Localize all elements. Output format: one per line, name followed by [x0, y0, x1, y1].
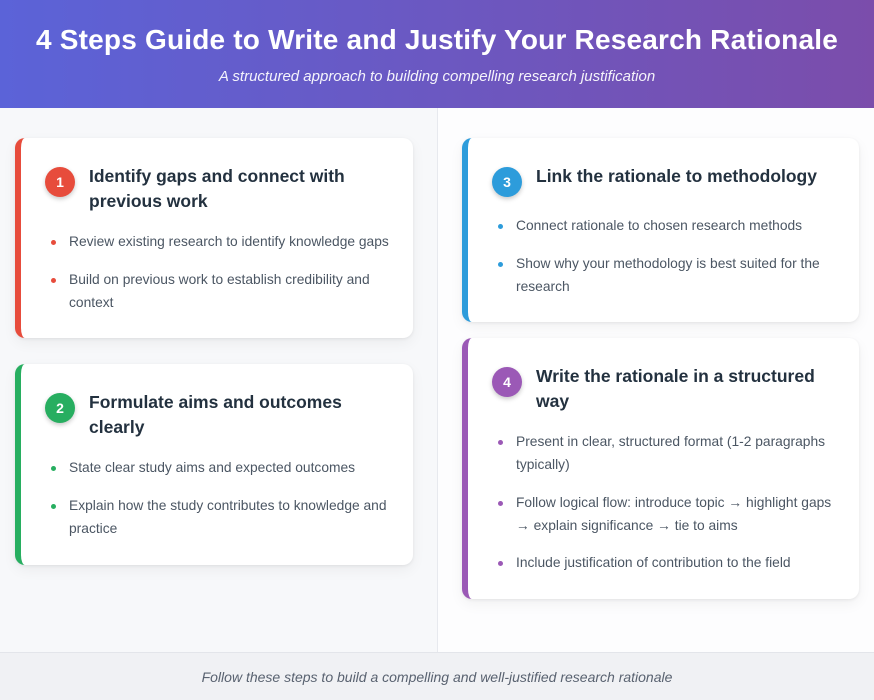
step-number-badge: 4: [492, 367, 522, 398]
bullet-text: Present in clear, structured format (1-2…: [516, 434, 826, 472]
step-card-1: 1 Identify gaps and connect with previou…: [15, 138, 413, 339]
bullet-dot-icon: [51, 277, 56, 283]
bullet-text: Build on previous work to establish cred…: [69, 271, 370, 310]
page-subtitle: A structured approach to building compel…: [218, 67, 656, 85]
bullet-text: Connect rationale to chosen research met…: [516, 218, 803, 233]
step-number-badge: 3: [492, 167, 522, 197]
bullet-text: Explain how the study contributes to kno…: [69, 498, 387, 536]
step-title: Link the rationale to methodology: [536, 166, 817, 186]
bullet-text: Review existing research to identify kno…: [69, 234, 389, 249]
step-number-badge: 2: [45, 393, 75, 424]
step-title: Write the rationale in a structured way: [536, 366, 815, 411]
bullet-dot-icon: [498, 224, 503, 229]
step-card-4-header: 4 Write the rationale in a structured wa…: [492, 364, 835, 413]
bullet-dot-icon: [498, 561, 503, 567]
list-item: Build on previous work to establish cred…: [51, 269, 389, 315]
list-item: Show why your methodology is best suited…: [498, 253, 835, 299]
step-number-badge: 1: [45, 167, 75, 197]
step-bullet-list: Connect rationale to chosen research met…: [492, 215, 835, 298]
right-column: 3 Link the rationale to methodology Conn…: [437, 108, 874, 652]
page-footer: Follow these steps to build a compelling…: [0, 652, 874, 700]
step-card-3-header: 3 Link the rationale to methodology: [492, 164, 835, 197]
list-item: Follow logical flow: introduce topic → h…: [498, 492, 835, 538]
step-card-3: 3 Link the rationale to methodology Conn…: [462, 138, 859, 323]
bullet-text: State clear study aims and expected outc…: [69, 460, 356, 476]
step-card-1-header: 1 Identify gaps and connect with previou…: [45, 164, 389, 213]
list-item: Explain how the study contributes to kno…: [51, 495, 389, 541]
bullet-text: Include justification of contribution to…: [516, 555, 791, 571]
footer-note: Follow these steps to build a compelling…: [201, 668, 673, 685]
list-item: Present in clear, structured format (1-2…: [498, 431, 835, 477]
list-item: Connect rationale to chosen research met…: [498, 215, 835, 238]
left-column: 1 Identify gaps and connect with previou…: [0, 108, 437, 652]
list-item: Review existing research to identify kno…: [51, 231, 389, 254]
step-bullet-list: Review existing research to identify kno…: [45, 231, 389, 314]
content-area: 1 Identify gaps and connect with previou…: [0, 108, 874, 652]
step-bullet-list: State clear study aims and expected outc…: [45, 457, 389, 540]
bullet-text: Follow logical flow: introduce topic → h…: [516, 494, 832, 533]
bullet-dot-icon: [51, 466, 56, 472]
page-title: 4 Steps Guide to Write and Justify Your …: [35, 23, 839, 55]
bullet-dot-icon: [498, 440, 503, 446]
list-item: Include justification of contribution to…: [498, 552, 835, 575]
bullet-dot-icon: [498, 500, 503, 506]
page-header: 4 Steps Guide to Write and Justify Your …: [0, 0, 874, 108]
bullet-dot-icon: [51, 240, 56, 245]
step-card-2: 2 Formulate aims and outcomes clearly St…: [15, 364, 413, 565]
step-card-4: 4 Write the rationale in a structured wa…: [462, 338, 859, 599]
step-card-2-header: 2 Formulate aims and outcomes clearly: [45, 390, 389, 439]
step-title: Identify gaps and connect with previous …: [89, 166, 345, 211]
list-item: State clear study aims and expected outc…: [51, 457, 389, 480]
bullet-dot-icon: [51, 504, 56, 509]
step-title: Formulate aims and outcomes clearly: [89, 392, 342, 437]
bullet-text: Show why your methodology is best suited…: [516, 255, 820, 294]
step-bullet-list: Present in clear, structured format (1-2…: [492, 431, 835, 575]
bullet-dot-icon: [498, 261, 503, 267]
